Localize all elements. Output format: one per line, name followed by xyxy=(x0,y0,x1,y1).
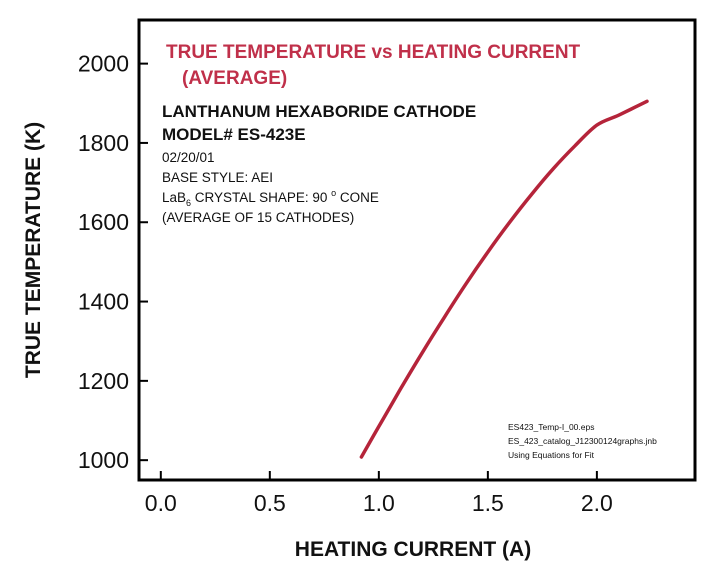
y-tick-label: 1000 xyxy=(78,447,129,473)
x-tick-label: 0.0 xyxy=(145,490,177,516)
y-tick-label: 1200 xyxy=(78,368,129,394)
chart-title-line1: TRUE TEMPERATURE vs HEATING CURRENT xyxy=(166,42,581,63)
y-tick-label: 1600 xyxy=(78,209,129,235)
x-tick-label: 0.5 xyxy=(254,490,286,516)
chart-title-line2: (AVERAGE) xyxy=(182,68,287,89)
y-axis-title: TRUE TEMPERATURE (K) xyxy=(22,122,45,378)
x-axis-ticks: 0.0 0.5 1.0 1.5 2.0 xyxy=(145,471,613,516)
x-axis-title: HEATING CURRENT (A) xyxy=(295,538,531,561)
file-note-1: ES423_Temp-I_00.eps xyxy=(508,422,594,432)
file-note-2: ES_423_catalog_J12300124graphs.jnb xyxy=(508,436,657,446)
x-tick-label: 1.0 xyxy=(363,490,395,516)
y-tick-label: 1800 xyxy=(78,130,129,156)
info-crystal-shape: LaB6 CRYSTAL SHAPE: 90 o CONE xyxy=(162,188,379,208)
info-crystal-subscript: 6 xyxy=(186,198,191,208)
y-axis-ticks: 1000 1200 1400 1600 1800 2000 xyxy=(78,51,148,473)
x-tick-label: 1.5 xyxy=(472,490,504,516)
chart-subtitle-line1: LANTHANUM HEXABORIDE CATHODE xyxy=(162,102,476,121)
y-tick-label: 1400 xyxy=(78,289,129,315)
info-date: 02/20/01 xyxy=(162,150,215,165)
file-note-3: Using Equations for Fit xyxy=(508,450,595,460)
series-line xyxy=(359,99,649,459)
info-crystal-degree: o xyxy=(331,188,336,198)
info-crystal-mid: CRYSTAL SHAPE: 90 xyxy=(191,190,331,205)
y-tick-label: 2000 xyxy=(78,51,129,77)
x-tick-label: 2.0 xyxy=(581,490,613,516)
info-crystal-prefix: LaB xyxy=(162,190,186,205)
info-average: (AVERAGE OF 15 CATHODES) xyxy=(162,210,354,225)
plot-frame xyxy=(137,18,697,482)
info-crystal-suffix: CONE xyxy=(336,190,379,205)
chart-subtitle-line2: MODEL# ES-423E xyxy=(162,125,306,144)
series-layer xyxy=(359,99,649,459)
info-base-style: BASE STYLE: AEI xyxy=(162,170,273,185)
